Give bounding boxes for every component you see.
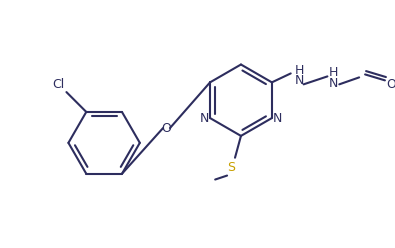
Text: N: N: [329, 77, 338, 90]
Text: O: O: [386, 78, 395, 91]
Text: H: H: [329, 66, 338, 79]
Text: H: H: [295, 64, 304, 77]
Text: N: N: [295, 74, 304, 87]
Text: S: S: [227, 161, 235, 174]
Text: N: N: [273, 112, 282, 124]
Text: O: O: [161, 122, 171, 135]
Text: N: N: [199, 112, 209, 124]
Text: Cl: Cl: [53, 78, 65, 91]
